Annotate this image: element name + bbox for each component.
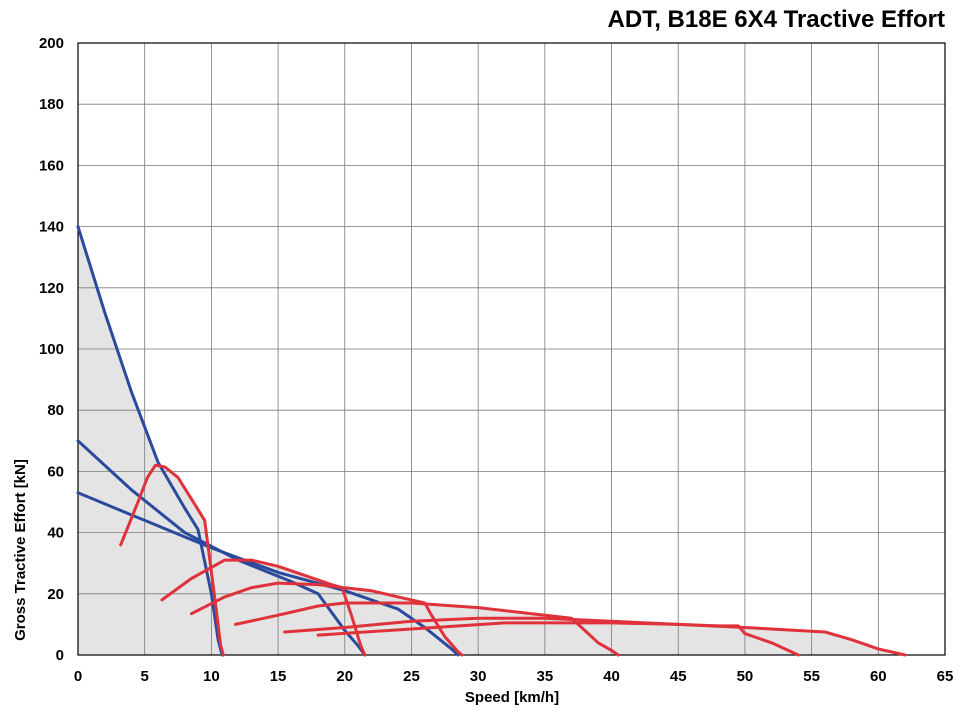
x-tick-labels: 0 5 10 15 20 25 30 35 40 45 50 55 60 65 [74,668,954,685]
shaded-area-layer [78,226,905,655]
grid [78,43,945,655]
chart-title: ADT, B18E 6X4 Tractive Effort [608,6,945,33]
x-tick-label: 30 [470,668,487,685]
x-tick-label: 40 [603,668,620,685]
series-line-4 [119,463,225,657]
x-tick-label: 25 [403,668,420,685]
series-line-7 [233,601,620,657]
y-tick-label: 80 [47,402,64,419]
y-tick-label: 140 [39,219,64,236]
y-tick-label: 60 [47,463,64,480]
y-tick-label: 0 [56,647,64,664]
x-tick-label: 20 [336,668,353,685]
y-tick-label: 20 [47,586,64,603]
y-tick-labels: 0 20 40 60 80 100 120 140 160 180 200 [39,35,64,664]
x-tick-label: 10 [203,668,220,685]
series-line-3 [76,491,460,657]
x-tick-label: 45 [670,668,687,685]
x-tick-label: 35 [537,668,554,685]
x-tick-label: 5 [141,668,149,685]
x-axis-label: Speed [km/h] [465,689,559,706]
y-tick-label: 40 [47,525,64,542]
series-line-2 [76,439,367,657]
x-tick-label: 15 [270,668,287,685]
series-line-1 [76,225,224,657]
x-tick-label: 60 [870,668,887,685]
series-layer [76,225,907,657]
y-axis-label: Gross Tractive Effort [kN] [12,459,29,641]
plot-frame [77,42,946,656]
x-tick-label: 55 [803,668,820,685]
y-tick-label: 120 [39,280,64,297]
y-tick-label: 200 [39,35,64,52]
shaded-envelope [78,226,905,655]
series-line-6 [189,581,464,657]
x-tick-label: 50 [737,668,754,685]
y-tick-label: 100 [39,341,64,358]
x-tick-label: 65 [937,668,954,685]
y-tick-label: 160 [39,157,64,174]
series-line-9 [316,621,907,657]
x-tick-label: 0 [74,668,82,685]
y-tick-label: 180 [39,96,64,113]
